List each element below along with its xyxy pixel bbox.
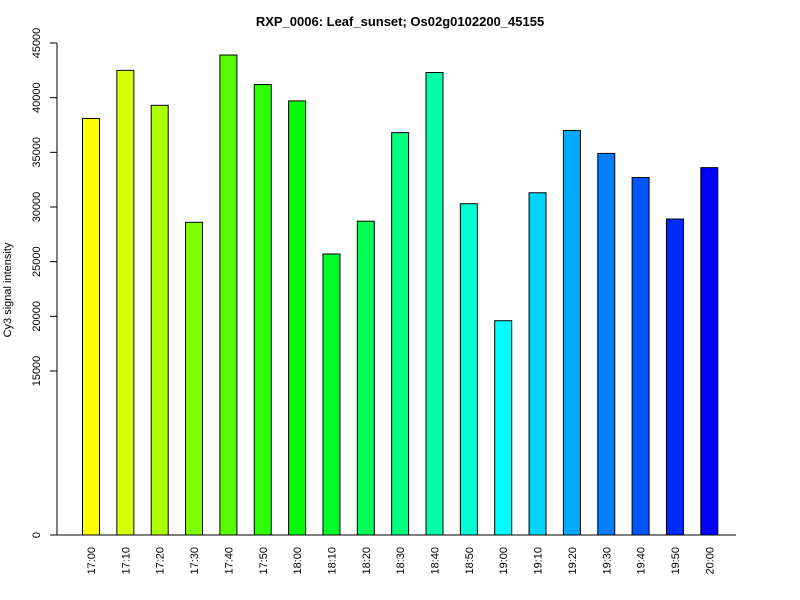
x-axis-tick-labels: 17:00 17:10 17:20 17:30 17:40 17:50 18:00 18:10… <box>86 547 716 575</box>
x-tick-label: 19:20 <box>567 547 579 575</box>
x-tick-label: 19:50 <box>670 547 682 575</box>
x-tick-label: 17:30 <box>189 547 201 575</box>
bar <box>253 84 272 536</box>
bar <box>597 152 616 536</box>
x-tick-label: 17:10 <box>120 547 132 575</box>
x-tick-label: 17:50 <box>258 547 270 575</box>
bar <box>494 320 513 536</box>
bar <box>322 253 341 536</box>
x-tick-label: 18:10 <box>326 547 338 575</box>
x-tick-label: 19:30 <box>601 547 613 575</box>
bar <box>116 69 135 536</box>
y-tick-label: 20000 <box>31 301 43 332</box>
y-tick-label: 25000 <box>31 246 43 277</box>
bar <box>219 54 238 536</box>
bar <box>150 104 169 536</box>
x-tick-label: 19:10 <box>533 547 545 575</box>
bar <box>665 218 684 536</box>
x-tick-label: 18:00 <box>292 547 304 575</box>
x-tick-label: 17:00 <box>86 547 98 575</box>
x-tick-label: 18:30 <box>395 547 407 575</box>
bar <box>391 132 410 536</box>
x-tick-label: 18:40 <box>430 547 442 575</box>
bar <box>700 167 719 536</box>
x-tick-label: 18:50 <box>464 547 476 575</box>
x-tick-label: 17:40 <box>223 547 235 575</box>
y-tick-label: 45000 <box>31 28 43 59</box>
bar <box>425 72 444 536</box>
bar <box>82 117 100 536</box>
y-tick-label: 30000 <box>31 192 43 223</box>
bar <box>562 129 581 536</box>
x-tick-label: 19:00 <box>498 547 510 575</box>
x-tick-label: 20:00 <box>704 547 716 575</box>
bar <box>459 203 478 536</box>
bar <box>528 192 547 536</box>
bar <box>185 221 204 536</box>
bars-group <box>82 54 719 536</box>
x-tick-label: 18:20 <box>361 547 373 575</box>
y-tick-label: 40000 <box>31 82 43 113</box>
y-tick-label: 15000 <box>31 356 43 387</box>
chart-title: RXP_0006: Leaf_sunset; Os02g0102200_4515… <box>256 14 544 29</box>
y-axis-label: Cy3 signal intensity <box>2 242 14 337</box>
bar <box>288 100 307 536</box>
bar <box>631 176 650 536</box>
y-tick-label: 0 <box>31 532 43 538</box>
x-tick-label: 19:40 <box>636 547 648 575</box>
y-tick-label: 35000 <box>31 137 43 168</box>
y-axis-ticks: 0 15000 20000 25000 30000 35000 40000 45000 <box>31 28 57 538</box>
x-tick-label: 17:20 <box>155 547 167 575</box>
bar <box>356 220 375 536</box>
